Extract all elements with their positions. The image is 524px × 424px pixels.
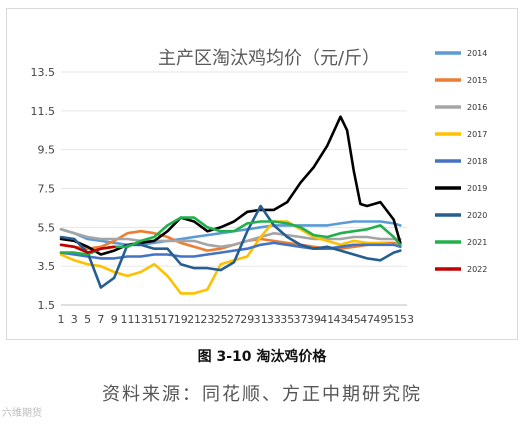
x-tick-label: 9 <box>111 313 118 326</box>
x-tick-label: 13 <box>134 313 148 326</box>
x-tick-label: 27 <box>227 313 241 326</box>
x-tick-label: 31 <box>254 313 268 326</box>
y-tick-label: 5.5 <box>38 221 56 234</box>
x-tick-label: 25 <box>214 313 228 326</box>
series-line-2020 <box>59 204 402 289</box>
x-tick-label: 19 <box>174 313 188 326</box>
x-tick-label: 17 <box>160 313 174 326</box>
legend-label-2022: 2022 <box>467 265 487 274</box>
legend-label-2016: 2016 <box>467 103 487 112</box>
legend-label-2015: 2015 <box>467 76 487 85</box>
x-tick-label: 41 <box>320 313 334 326</box>
x-tick-label: 3 <box>71 313 78 326</box>
series-layer <box>59 115 402 295</box>
legend-label-2018: 2018 <box>467 157 487 166</box>
figure-source: 资料来源：同花顺、方正中期研究院 <box>102 384 422 405</box>
series-line-2022 <box>59 243 116 254</box>
chart-title: 主产区淘汰鸡均价（元/斤） <box>158 48 380 69</box>
x-tick-label: 53 <box>400 313 414 326</box>
series-line-2018 <box>59 241 402 260</box>
y-tick-label: 11.5 <box>31 105 56 118</box>
x-tick-label: 47 <box>360 313 374 326</box>
x-tick-label: 35 <box>280 313 294 326</box>
x-tick-label: 15 <box>147 313 161 326</box>
x-tick-label: 45 <box>347 313 361 326</box>
y-axis-ticks: 1.5 3.5 5.5 7.5 9.5 11.5 13.5 <box>31 66 56 312</box>
x-tick-label: 23 <box>200 313 214 326</box>
y-tick-label: 13.5 <box>31 66 56 79</box>
x-tick-label: 21 <box>187 313 201 326</box>
y-tick-label: 7.5 <box>38 183 56 196</box>
legend: 2014 2015 2016 2017 2018 2019 2020 2021 2022 <box>435 49 487 274</box>
y-tick-label: 3.5 <box>38 260 56 273</box>
watermark: 六维期货 <box>2 408 42 419</box>
y-tick-label: 1.5 <box>38 299 56 312</box>
x-axis-ticks: 1 3 5 7 9 11 13 15 17 19 21 23 25 27 29 31 33 35 37 39 41 43 4… <box>58 313 415 326</box>
legend-label-2021: 2021 <box>467 238 487 247</box>
x-tick-label: 39 <box>307 313 321 326</box>
figure-caption: 图 3-10 淘汰鸡价格 <box>197 349 327 365</box>
x-tick-label: 33 <box>267 313 281 326</box>
y-tick-label: 9.5 <box>38 144 56 157</box>
legend-label-2020: 2020 <box>467 211 487 220</box>
x-tick-label: 11 <box>121 313 135 326</box>
x-tick-label: 5 <box>84 313 91 326</box>
legend-label-2019: 2019 <box>467 184 487 193</box>
legend-label-2014: 2014 <box>467 49 487 58</box>
x-tick-label: 37 <box>294 313 308 326</box>
x-tick-label: 43 <box>333 313 347 326</box>
x-tick-label: 29 <box>240 313 254 326</box>
series-line-2019 <box>59 115 402 256</box>
legend-label-2017: 2017 <box>467 130 487 139</box>
x-tick-label: 1 <box>58 313 65 326</box>
x-tick-label: 51 <box>387 313 401 326</box>
series-line-2016 <box>59 228 402 249</box>
x-tick-label: 49 <box>373 313 387 326</box>
x-tick-label: 7 <box>97 313 104 326</box>
series-line-2021 <box>59 216 402 256</box>
